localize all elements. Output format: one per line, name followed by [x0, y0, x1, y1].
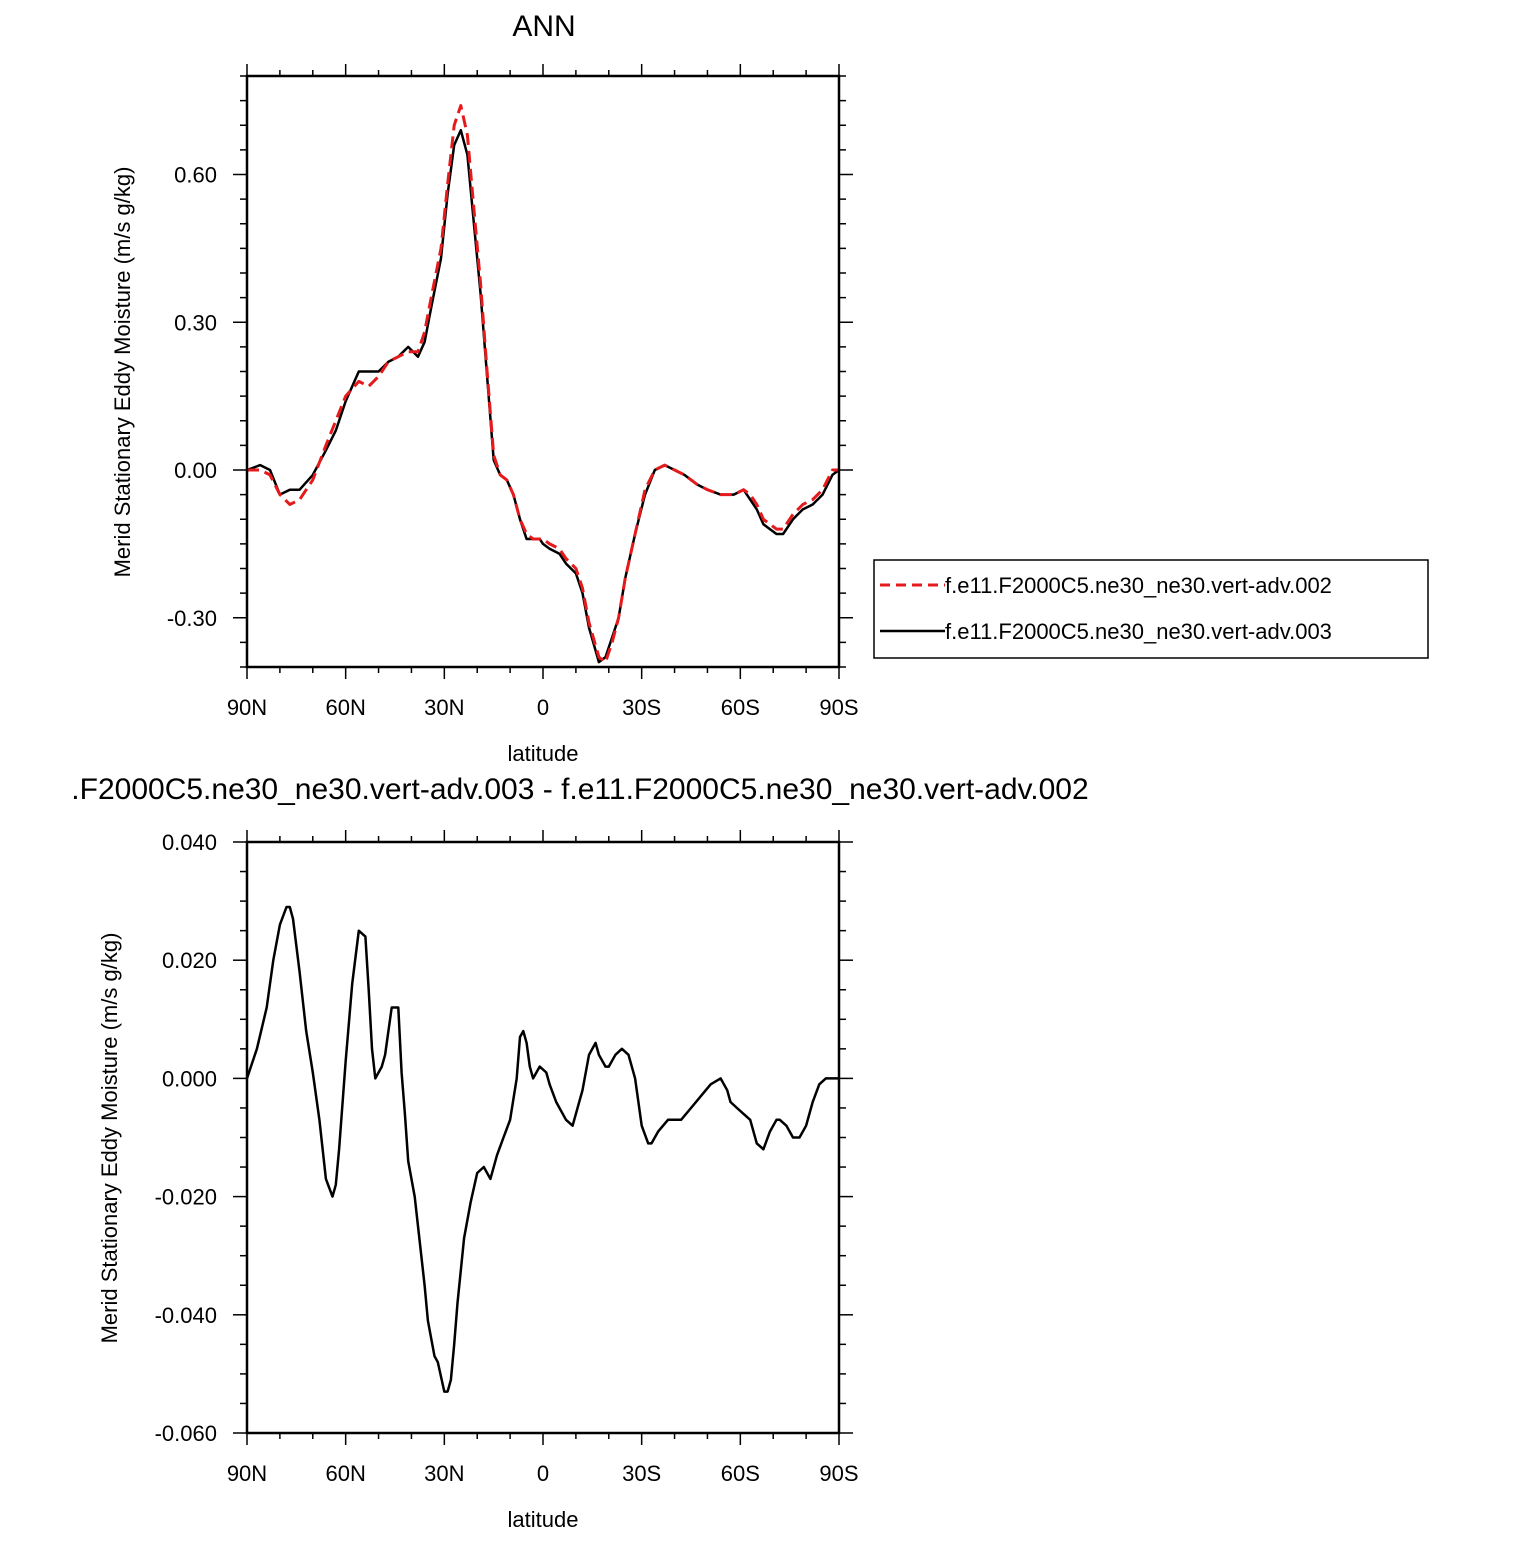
- top-y-axis-label: Merid Stationary Eddy Moisture (m/s g/kg…: [110, 167, 135, 578]
- top-x-tick-label: 90N: [227, 695, 267, 720]
- top-y-tick-label: 0.30: [174, 310, 217, 335]
- legend-label-series-1: f.e11.F2000C5.ne30_ne30.vert-adv.002: [945, 573, 1332, 598]
- top-x-tick-label: 30N: [424, 695, 464, 720]
- top-x-tick-label: 90S: [819, 695, 858, 720]
- bottom-x-tick-label: 30N: [424, 1461, 464, 1486]
- top-y-tick-label: 0.60: [174, 163, 217, 188]
- bottom-y-tick-label: -0.020: [155, 1185, 217, 1210]
- bottom-chart-series: [245, 905, 839, 1393]
- top-y-tick-label: 0.00: [174, 458, 217, 483]
- bottom-y-tick-label: -0.040: [155, 1303, 217, 1328]
- bottom-x-tick-label: 0: [537, 1461, 549, 1486]
- bottom-y-tick-label: 0.020: [162, 948, 217, 973]
- legend-label-series-2: f.e11.F2000C5.ne30_ne30.vert-adv.003: [945, 619, 1332, 644]
- top-y-tick-label: -0.30: [167, 606, 217, 631]
- top-chart-ticks: 90N 60N 30N 0 30S 60S 90S -0.30 0.00 0.30 0.60: [167, 64, 859, 720]
- bottom-y-axis-label: Merid Stationary Eddy Moisture (m/s g/kg…: [97, 933, 122, 1344]
- bottom-x-tick-label: 60S: [721, 1461, 760, 1486]
- top-chart-series: [246, 104, 840, 664]
- bottom-x-tick-label: 60N: [325, 1461, 365, 1486]
- top-chart-title: ANN: [512, 10, 575, 43]
- bottom-y-tick-label: 0.040: [162, 830, 217, 855]
- top-x-tick-label: 60N: [325, 695, 365, 720]
- bottom-x-axis-label: latitude: [508, 1507, 579, 1532]
- top-series-line-2: [246, 128, 840, 664]
- top-plot-frame: [245, 74, 841, 669]
- bottom-y-tick-label: -0.060: [155, 1421, 217, 1446]
- top-x-axis-label: latitude: [508, 741, 579, 766]
- top-x-tick-label: 60S: [721, 695, 760, 720]
- top-panel: ANN 90N 60N 30N 0 30S 60S 90S -0.30 0.00 0.30 0.60…: [110, 10, 859, 766]
- bottom-x-tick-label: 30S: [622, 1461, 661, 1486]
- top-series-line-1: [247, 104, 839, 664]
- bottom-x-tick-label: 90N: [227, 1461, 267, 1486]
- bottom-chart-title: .F2000C5.ne30_ne30.vert-adv.003 - f.e11.…: [71, 773, 1088, 806]
- top-x-tick-label: 0: [537, 695, 549, 720]
- bottom-plot-frame: [245, 840, 841, 1435]
- bottom-y-tick-label: 0.000: [162, 1066, 217, 1091]
- legend: f.e11.F2000C5.ne30_ne30.vert-adv.002 f.e…: [873, 559, 1429, 659]
- legend-box: [873, 559, 1429, 659]
- bottom-x-tick-label: 90S: [819, 1461, 858, 1486]
- bottom-chart-ticks: 90N 60N 30N 0 30S 60S 90S -0.060 -0.040 -0.020 0.0…: [155, 830, 859, 1486]
- bottom-panel: .F2000C5.ne30_ne30.vert-adv.003 - f.e11.…: [71, 773, 1088, 1532]
- top-x-tick-label: 30S: [622, 695, 661, 720]
- bottom-series-line-1: [245, 905, 839, 1393]
